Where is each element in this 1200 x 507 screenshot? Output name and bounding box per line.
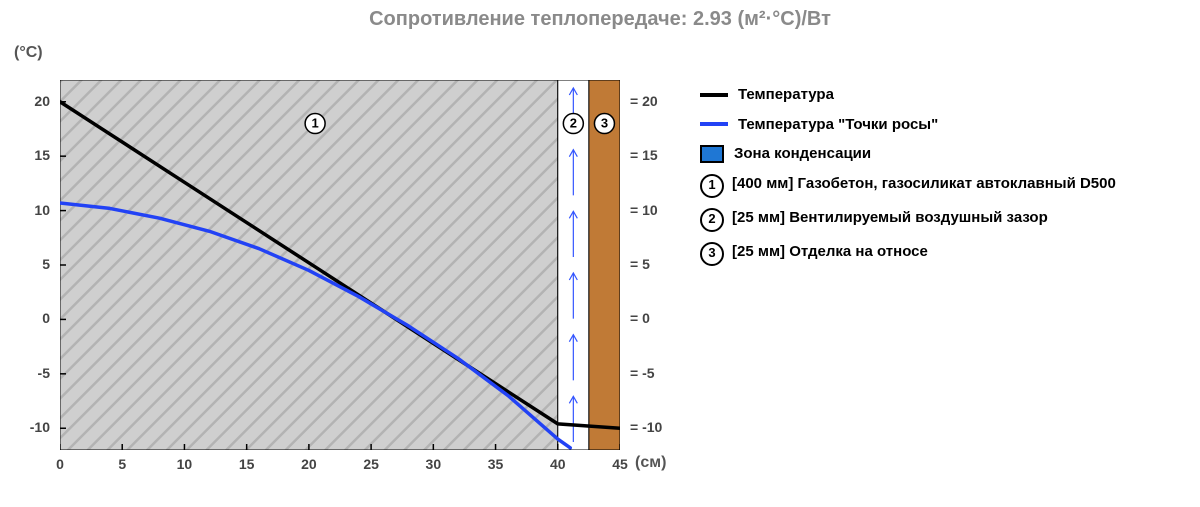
x-axis-unit: (см) (635, 454, 666, 472)
legend-line: Температура "Точки росы" (700, 115, 1190, 135)
legend-layer-2: 2[25 мм] Вентилируемый воздушный зазор (700, 208, 1190, 232)
thermal-chart: 1 2 3 (60, 80, 620, 450)
legend-line: Температура (700, 85, 1190, 105)
y-axis-unit: (°C) (14, 44, 43, 62)
svg-text:1: 1 (311, 116, 318, 131)
layer-2 (558, 80, 589, 450)
legend-box: Зона конденсации (700, 144, 1190, 164)
layer-3 (589, 80, 620, 450)
layer-1 (60, 80, 558, 450)
legend-layer-1: 1[400 мм] Газобетон, газосиликат автокла… (700, 174, 1190, 198)
chart-title: Сопротивление теплопередаче: 2.93 (м²·°C… (0, 8, 1200, 31)
svg-text:2: 2 (570, 116, 577, 131)
legend: Температура Температура "Точки росы" Зона … (700, 85, 1190, 276)
legend-layer-3: 3[25 мм] Отделка на относе (700, 242, 1190, 266)
svg-text:3: 3 (601, 116, 608, 131)
